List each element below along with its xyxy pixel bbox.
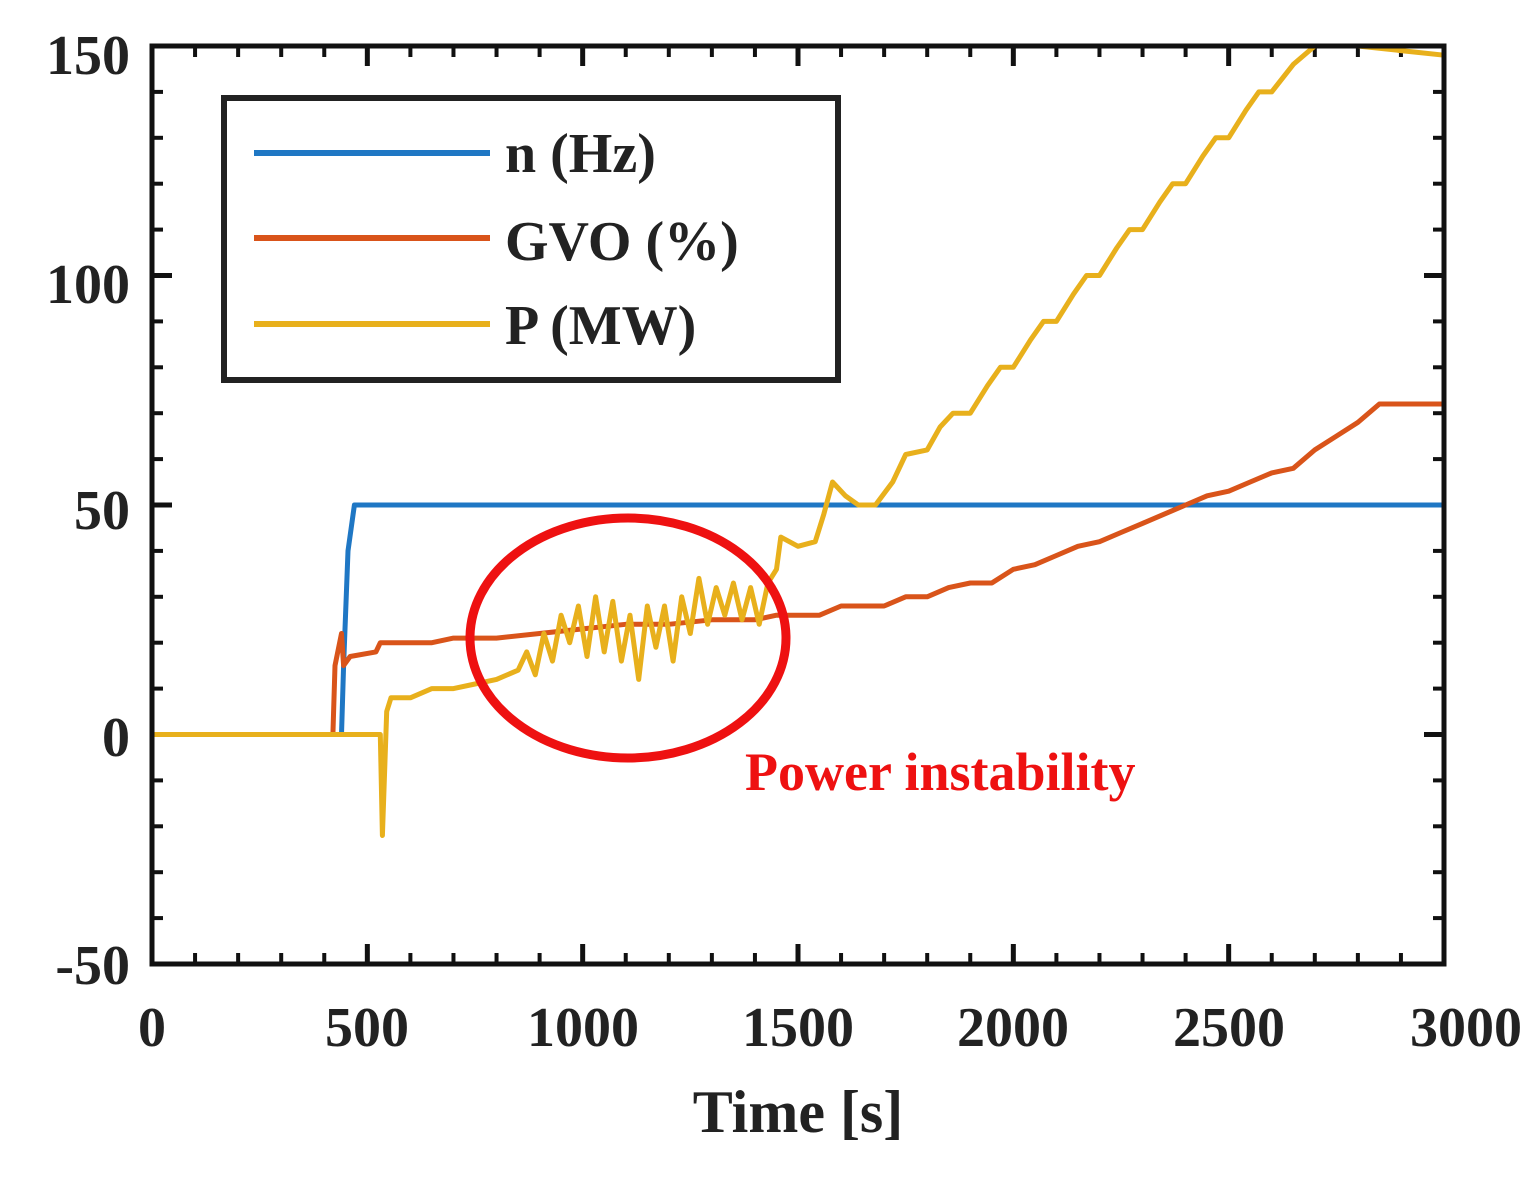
y-tick-label: -50	[55, 935, 130, 997]
x-tick-label: 1500	[742, 997, 854, 1059]
plot-frame	[149, 43, 1447, 967]
legend-label-gvo: GVO (%)	[505, 211, 739, 273]
x-tick-label: 3000	[1410, 997, 1522, 1059]
x-tick-label: 500	[325, 997, 409, 1059]
legend-label-n: n (Hz)	[505, 123, 656, 185]
y-tick-label: 0	[102, 707, 130, 769]
y-tick-label: 50	[74, 480, 130, 542]
x-tick-labels: 0 500 1000 1500 2000 2500 3000	[138, 997, 1522, 1059]
x-axis-title: Time [s]	[693, 1079, 904, 1145]
y-tick-labels: 150 100 50 0 -50	[46, 25, 130, 997]
x-tick-label: 2500	[1173, 997, 1285, 1059]
y-tick-label: 100	[46, 254, 130, 316]
x-tick-label: 2000	[957, 997, 1069, 1059]
legend: n (Hz) GVO (%) P (MW)	[221, 95, 841, 383]
instability-highlight-ellipse	[465, 513, 791, 763]
series-line-n	[152, 502, 1444, 737]
series-line-gvo	[152, 401, 1444, 737]
y-tick-label: 150	[46, 25, 130, 87]
x-tick-label: 1000	[527, 997, 639, 1059]
x-tick-label: 0	[138, 997, 166, 1059]
annotation-power-instability: Power instability	[745, 742, 1136, 802]
legend-label-p: P (MW)	[505, 295, 696, 357]
